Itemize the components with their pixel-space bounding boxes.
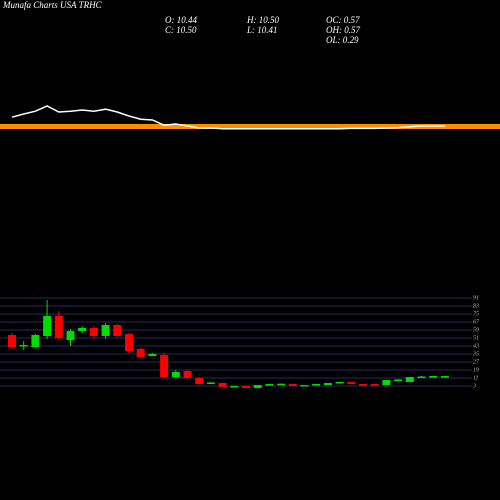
y-tick-label: 91 [473,295,479,301]
info-high: H: 10.50 [246,15,279,25]
candle-body [31,335,40,347]
candle-body [183,371,192,378]
candle-body [218,383,227,387]
y-tick-label: 3 [472,383,476,389]
candle-body [66,331,75,340]
candle-body [54,316,63,338]
y-tick-label: 19 [473,367,479,373]
candle-body [370,384,379,386]
info-ol: OL: 0.29 [326,35,359,45]
candle-body [171,372,180,377]
candle-body [347,382,356,384]
y-tick-label: 43 [473,342,479,349]
candle-body [253,385,262,388]
candle-body [89,328,98,336]
indicator-line [11,105,445,130]
candle-body [242,386,250,388]
info-low: L: 10.41 [246,25,278,35]
candle-body [230,386,239,388]
info-open: O: 10.44 [165,15,197,25]
candle-body [78,328,87,331]
candle-body [160,355,169,377]
candle-body [300,385,309,387]
candle-body [136,349,145,357]
candle-body [101,325,110,336]
candle-body [394,379,403,381]
y-tick-label: 11 [473,375,479,381]
candle-body [440,376,449,378]
info-oc: OC: 0.57 [326,15,360,25]
candle-body [43,316,52,336]
candle-body [405,377,414,382]
y-tick-label: 51 [473,335,479,341]
info-oh: OH: 0.57 [326,25,360,35]
candle-body [323,383,332,385]
y-tick-label: 35 [472,351,479,357]
y-tick-label: 59 [473,327,479,333]
candle-body [113,325,122,336]
candle-body [265,384,274,386]
indicator-band [0,124,500,129]
candle-body [125,334,133,351]
candle-body [312,384,321,386]
y-tick-label: 67 [473,319,480,325]
info-close: C: 10.50 [165,25,197,35]
candle-body [19,345,28,347]
candle-body [206,382,215,384]
y-tick-label: 27 [473,359,480,365]
candle-body [195,378,204,384]
y-tick-label: 83 [473,303,479,309]
candle-body [417,376,426,378]
candle-body [8,335,16,347]
candle-body [148,354,157,356]
candle-body [288,384,297,386]
candle-body [382,380,391,385]
candle-body [335,382,344,384]
candle-body [359,384,367,386]
y-tick-label: 75 [473,311,479,317]
candle-body [429,376,438,378]
candle-body [277,383,286,386]
chart-title: Munafa Charts USA TRHC [2,0,103,10]
